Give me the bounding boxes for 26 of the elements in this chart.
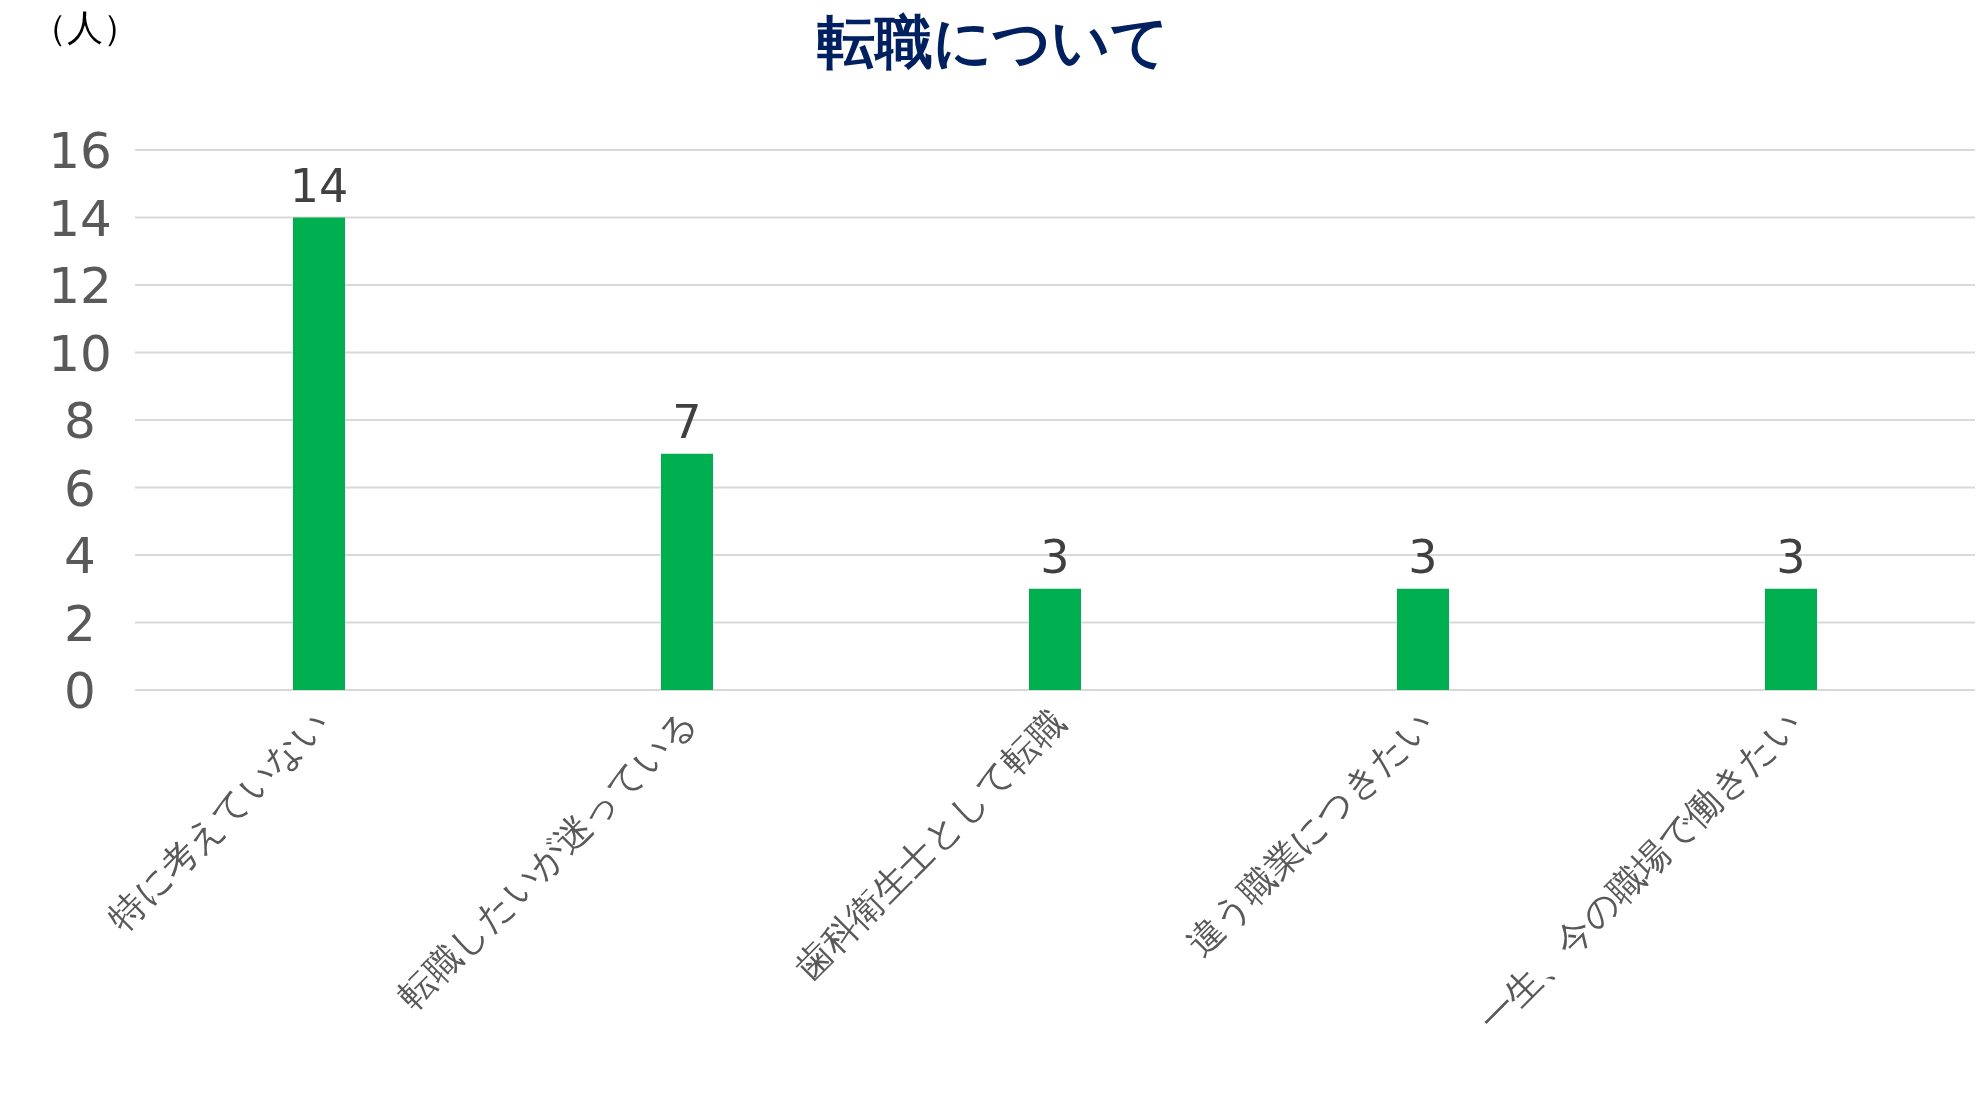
data-label: 3 bbox=[1408, 529, 1438, 584]
y-tick-label: 2 bbox=[64, 594, 96, 653]
bar bbox=[1765, 588, 1817, 690]
y-tick-label: 6 bbox=[64, 459, 96, 518]
x-tick-label: 違う職業につきたい bbox=[1178, 701, 1441, 964]
y-tick-label: 16 bbox=[48, 122, 112, 180]
y-tick-label: 8 bbox=[64, 392, 96, 450]
y-tick-label: 0 bbox=[64, 662, 96, 720]
y-tick-label: 14 bbox=[48, 189, 112, 248]
bar bbox=[1029, 588, 1081, 690]
data-label: 7 bbox=[672, 394, 702, 449]
y-tick-label: 12 bbox=[48, 257, 112, 315]
x-tick-label: 転職したいが迷っている bbox=[389, 701, 705, 1017]
y-tick-label: 4 bbox=[64, 527, 96, 585]
y-tick-label: 10 bbox=[48, 324, 112, 383]
x-tick-label: 特に考えていない bbox=[99, 701, 337, 939]
bar bbox=[293, 217, 345, 690]
data-label: 14 bbox=[289, 158, 349, 213]
bar bbox=[661, 453, 713, 690]
y-axis-title: （人） bbox=[31, 7, 139, 48]
x-tick-label: 一生、今の職場で働きたい bbox=[1470, 701, 1809, 1040]
chart-title: 転職について bbox=[816, 8, 1169, 76]
bar bbox=[1397, 588, 1449, 690]
data-label: 3 bbox=[1776, 529, 1806, 584]
x-tick-label: 歯科衛生士として転職 bbox=[786, 701, 1073, 988]
data-label: 3 bbox=[1040, 529, 1070, 584]
